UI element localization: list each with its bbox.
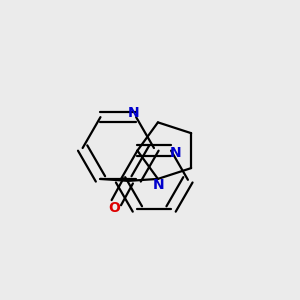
- Text: N: N: [170, 146, 182, 160]
- Text: O: O: [108, 201, 120, 214]
- Text: N: N: [127, 106, 139, 120]
- Text: N: N: [153, 178, 165, 192]
